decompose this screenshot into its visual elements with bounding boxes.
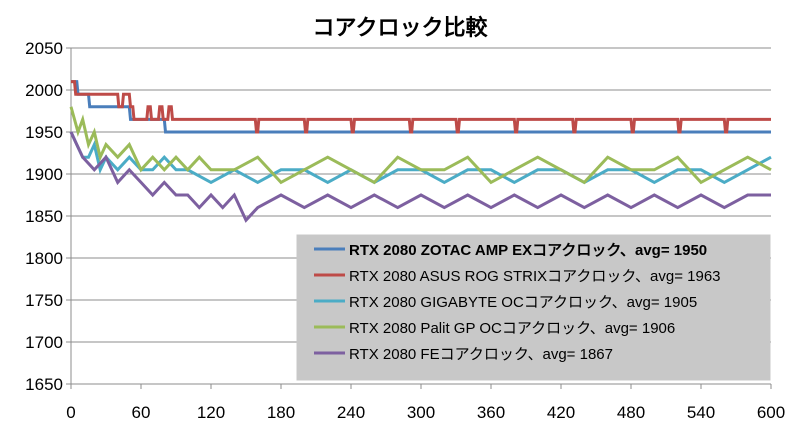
legend: RTX 2080 ZOTAC AMP EXコアクロック、avg= 1950 RTX…	[296, 234, 771, 381]
y-tick-label: 2000	[25, 81, 63, 100]
y-tick-label: 2050	[25, 39, 63, 58]
y-tick-labels: 1650 1700 1750 1800 1850 1900 1950 2000 2050	[25, 39, 63, 394]
y-tick-label: 1800	[25, 249, 63, 268]
series-line-2	[71, 80, 771, 134]
y-tick-label: 1700	[25, 333, 63, 352]
series-line-3	[69, 131, 772, 185]
x-tick-label: 240	[337, 403, 365, 422]
legend-label-5: RTX 2080 FEコアクロック、avg= 1867	[349, 346, 613, 363]
y-tick-label: 1650	[25, 375, 63, 394]
x-tick-label: 600	[757, 403, 785, 422]
series-lines	[69, 80, 772, 223]
y-tick-label: 1900	[25, 165, 63, 184]
legend-label-3: RTX 2080 GIGABYTE OCコアクロック、avg= 1905	[349, 294, 697, 311]
legend-label-1: RTX 2080 ZOTAC AMP EXコアクロック、avg= 1950	[349, 242, 707, 259]
x-tick-label: 480	[617, 403, 645, 422]
legend-label-2: RTX 2080 ASUS ROG STRIXコアクロック、avg= 1963	[349, 268, 721, 285]
x-tick-label: 60	[132, 403, 151, 422]
x-tick-label: 180	[267, 403, 295, 422]
x-tick-label: 420	[547, 403, 575, 422]
y-tick-label: 1850	[25, 207, 63, 226]
y-tick-label: 1950	[25, 123, 63, 142]
x-tick-labels: 0 60 120 180 240 300 360 420 480 540 600	[66, 403, 785, 422]
x-tick-label: 300	[407, 403, 435, 422]
series-line-1	[71, 80, 771, 134]
legend-label-4: RTX 2080 Palit GP OCコアクロック、avg= 1906	[349, 320, 675, 337]
legend-box	[296, 234, 771, 381]
x-tick-label: 120	[197, 403, 225, 422]
y-tick-label: 1750	[25, 291, 63, 310]
x-tick-label: 360	[477, 403, 505, 422]
series-line-4	[69, 106, 772, 185]
chart-title: コアクロック比較	[313, 15, 489, 40]
series-line-5	[69, 131, 771, 223]
x-tick-label: 540	[687, 403, 715, 422]
axes	[66, 47, 772, 389]
x-tick-label: 0	[66, 403, 75, 422]
